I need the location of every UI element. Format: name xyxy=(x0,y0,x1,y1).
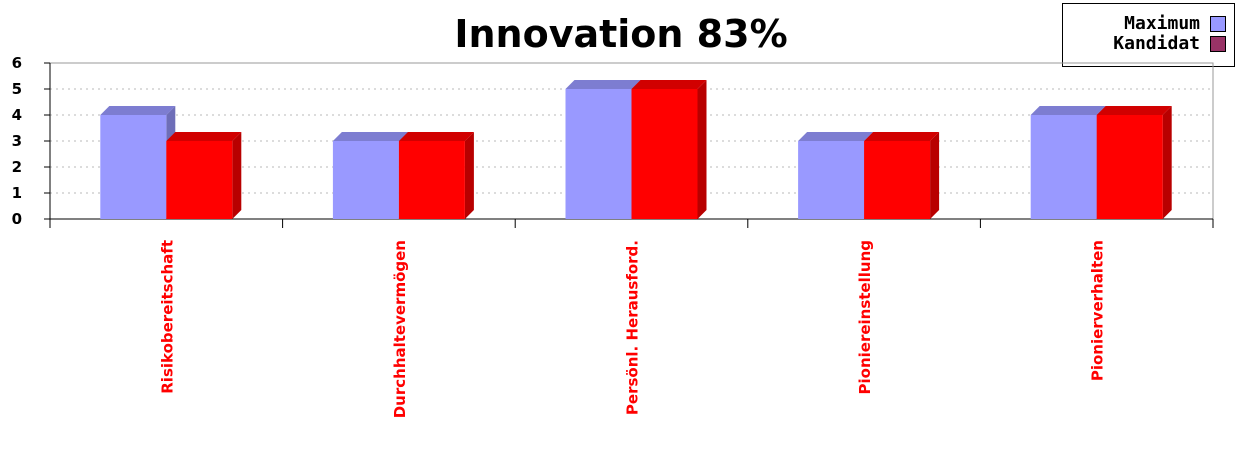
legend-swatch-kandidat xyxy=(1210,36,1226,52)
legend-item-maximum: Maximum xyxy=(1124,15,1226,33)
y-tick-label: 0 xyxy=(12,210,22,228)
category-label: Risikobereitschaft xyxy=(158,240,176,394)
bar-kandidat-4-top xyxy=(864,132,940,141)
bar-kandidat-5-top xyxy=(1096,106,1172,115)
bar-maximum-3-top xyxy=(565,80,641,89)
y-tick-label: 4 xyxy=(12,106,22,124)
y-tick-label: 6 xyxy=(12,54,22,72)
legend-swatch-maximum xyxy=(1210,16,1226,32)
bar-maximum-2 xyxy=(332,141,399,219)
bar-kandidat-2 xyxy=(398,141,465,219)
bar-kandidat-4 xyxy=(864,141,931,219)
bar-kandidat-2-side xyxy=(464,132,474,219)
chart-legend: Maximum Kandidat xyxy=(1062,3,1235,67)
y-tick-label: 1 xyxy=(12,184,22,202)
bar-maximum-4 xyxy=(798,141,865,219)
bar-maximum-1 xyxy=(100,115,167,219)
y-tick-label: 5 xyxy=(12,80,22,98)
bar-maximum-5 xyxy=(1030,115,1097,219)
bar-kandidat-1 xyxy=(166,141,233,219)
bar-kandidat-4-side xyxy=(930,132,940,219)
bar-maximum-2-top xyxy=(332,132,408,141)
bar-maximum-1-top xyxy=(100,106,176,115)
legend-label-kandidat: Kandidat xyxy=(1113,33,1200,54)
bar-maximum-3 xyxy=(565,89,632,219)
bar-maximum-5-top xyxy=(1030,106,1106,115)
legend-label-maximum: Maximum xyxy=(1124,13,1200,34)
y-tick-label: 3 xyxy=(12,132,22,150)
bar-kandidat-5 xyxy=(1096,115,1163,219)
legend-item-kandidat: Kandidat xyxy=(1113,35,1226,53)
category-label: Persönl. Herausford. xyxy=(624,240,642,415)
bar-kandidat-2-top xyxy=(398,132,474,141)
bar-kandidat-1-top xyxy=(166,132,242,141)
y-tick-label: 2 xyxy=(12,158,22,176)
chart-title: Innovation 83% xyxy=(454,12,788,56)
category-label: Pionierverhalten xyxy=(1089,240,1107,381)
category-label: Durchhaltevermögen xyxy=(391,240,409,418)
bar-kandidat-1-side xyxy=(232,132,242,219)
bar-kandidat-3 xyxy=(631,89,698,219)
category-label: Pioniereinstellung xyxy=(856,240,874,394)
bar-maximum-4-top xyxy=(798,132,874,141)
bar-kandidat-3-top xyxy=(631,80,707,89)
bar-kandidat-5-side xyxy=(1162,106,1172,219)
bar-kandidat-3-side xyxy=(697,80,707,219)
